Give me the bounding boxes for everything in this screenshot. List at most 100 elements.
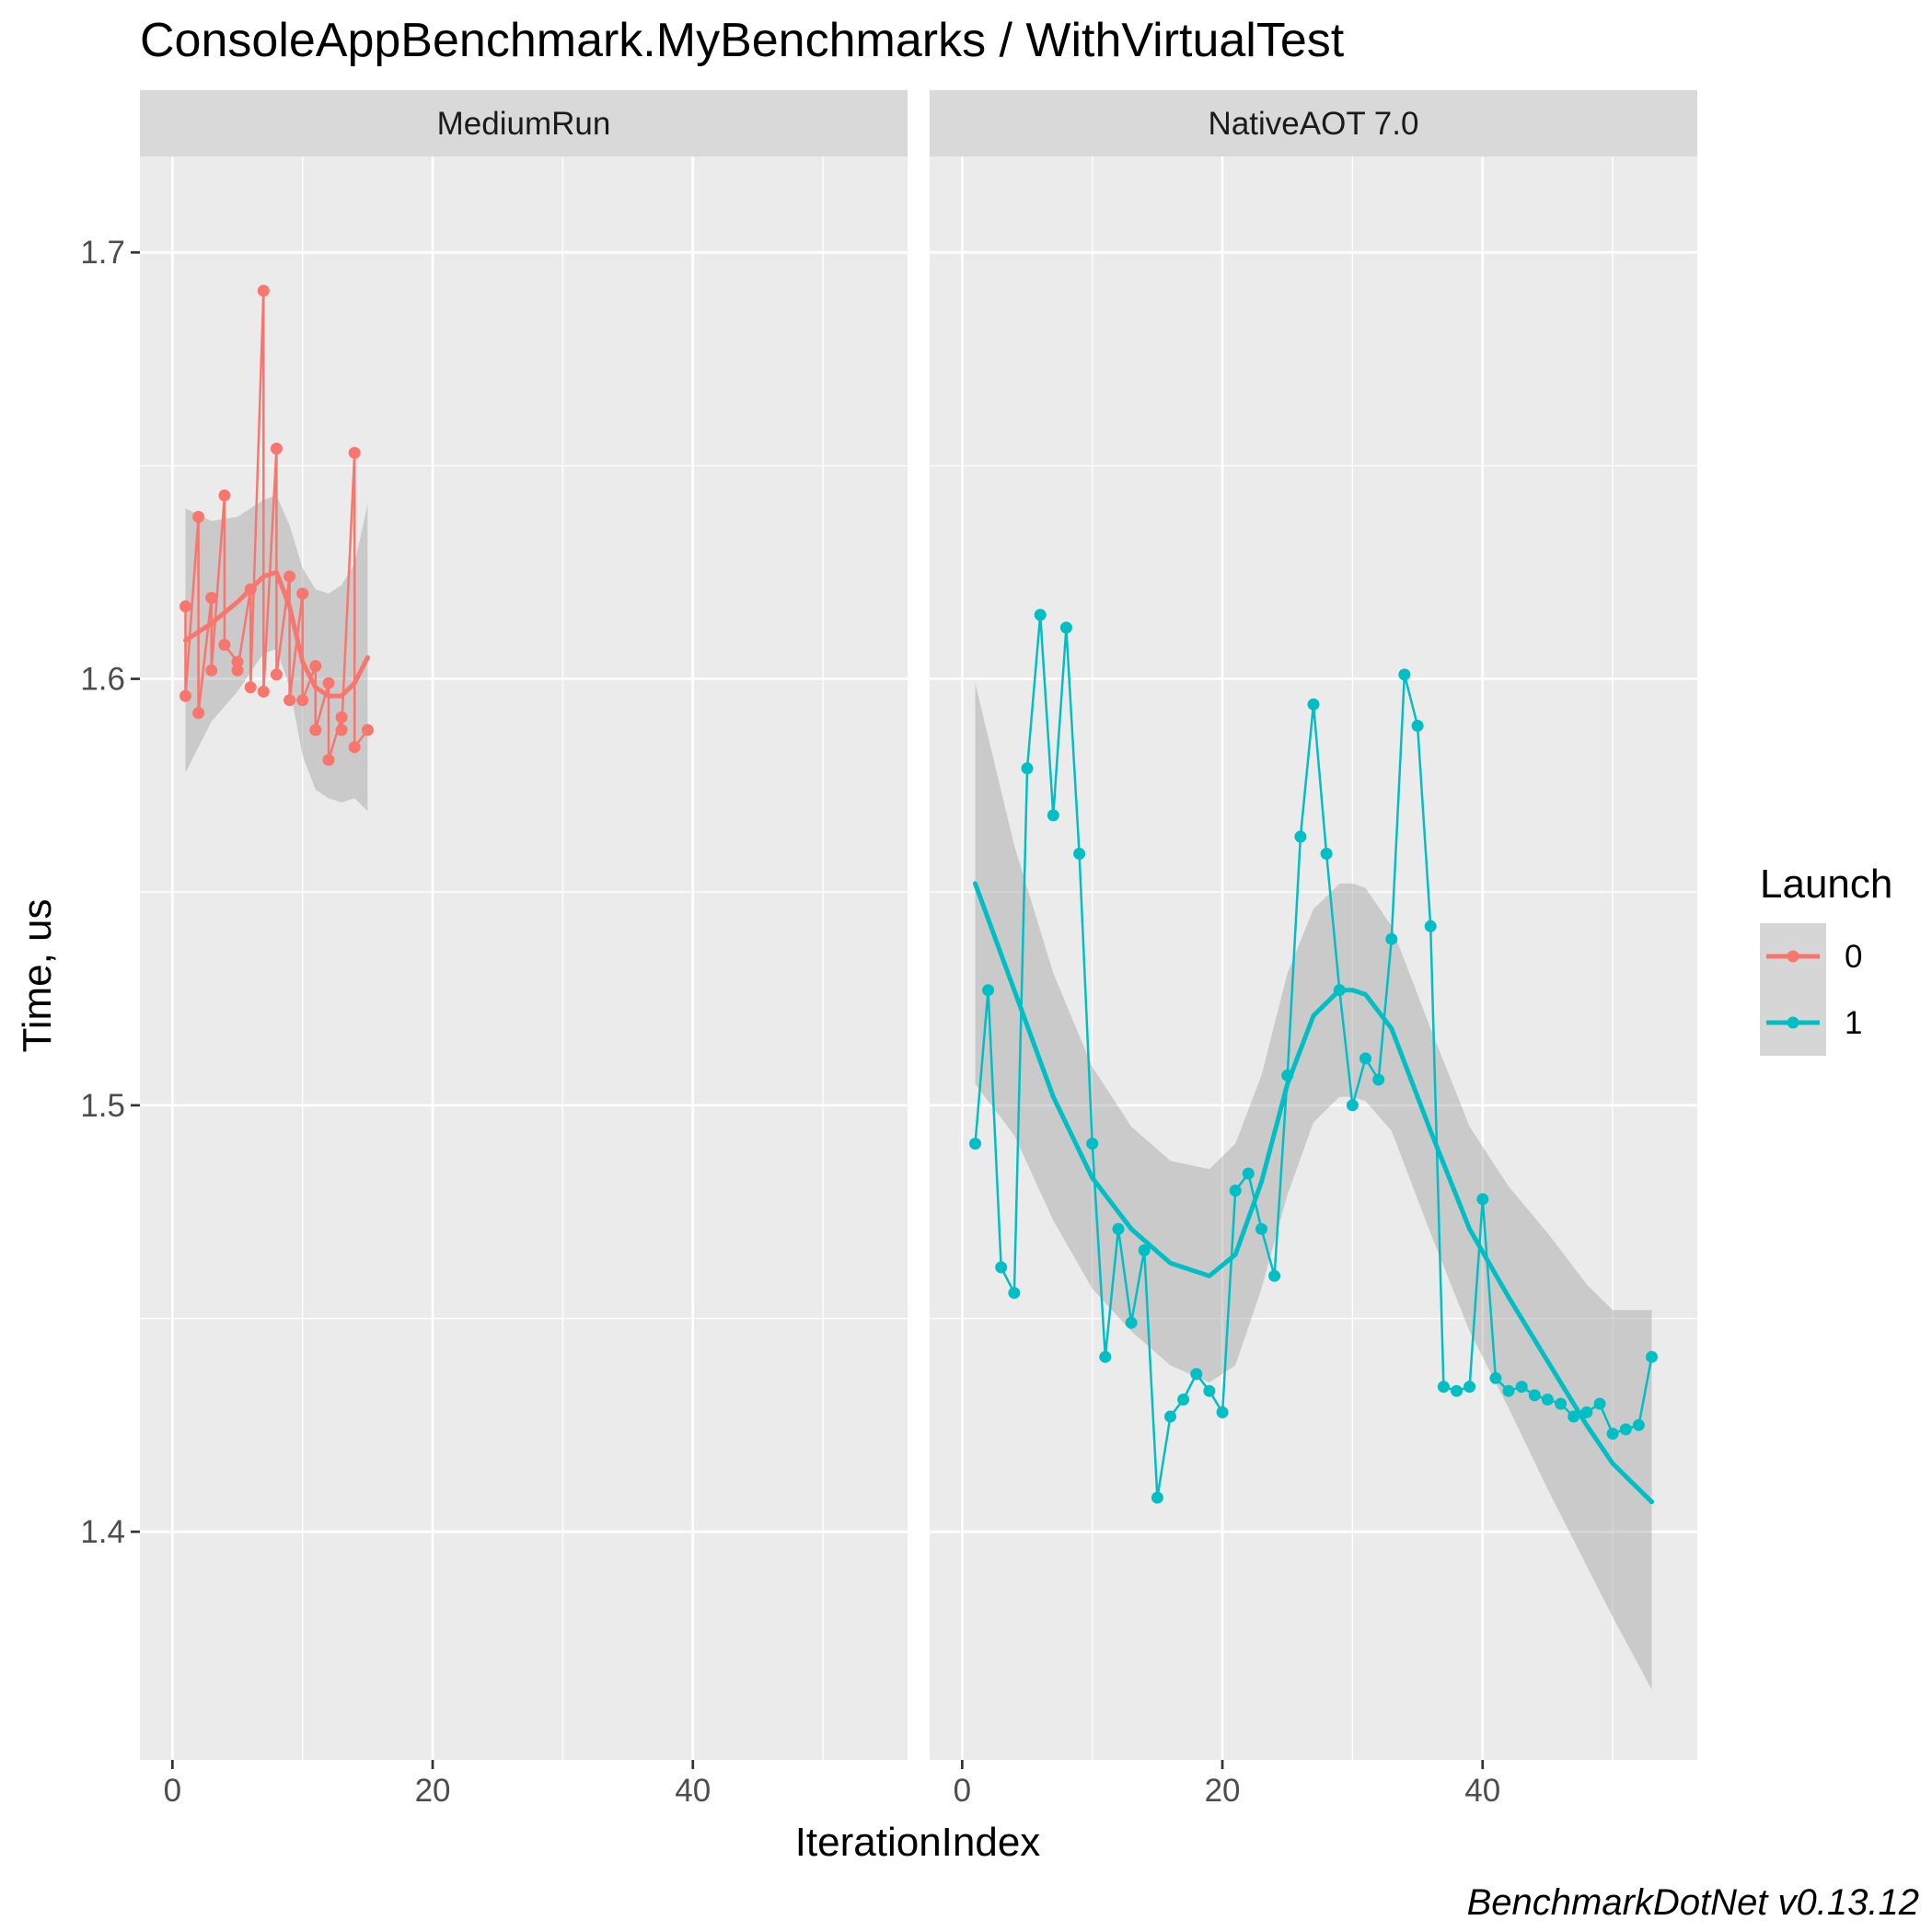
data-point xyxy=(1515,1381,1528,1394)
legend: Launch 01 xyxy=(1760,862,1892,1056)
data-point xyxy=(969,1138,981,1150)
data-point xyxy=(1294,830,1307,843)
data-point xyxy=(1177,1394,1190,1406)
data-point xyxy=(179,600,191,613)
data-point xyxy=(1008,1287,1021,1300)
data-point xyxy=(322,754,335,767)
data-point xyxy=(218,489,231,502)
data-point xyxy=(1528,1389,1541,1402)
data-point xyxy=(231,655,244,668)
data-point xyxy=(1164,1410,1176,1423)
legend-label: 0 xyxy=(1845,939,1862,975)
x-tick-label: 20 xyxy=(1205,1773,1241,1809)
x-tick-label: 20 xyxy=(415,1773,451,1809)
data-point xyxy=(205,592,218,604)
facet-strip-label: NativeAOT 7.0 xyxy=(1209,106,1419,142)
smooth-line xyxy=(973,881,1654,1505)
facet-strip xyxy=(930,90,1697,156)
data-point xyxy=(309,723,322,736)
series-1 xyxy=(969,608,1658,1690)
data-point xyxy=(1632,1418,1645,1431)
data-point xyxy=(1216,1406,1229,1418)
confidence-ribbon xyxy=(975,683,1652,1690)
data-point xyxy=(1580,1406,1593,1418)
data-point xyxy=(348,446,361,459)
legend-key-0: 0 xyxy=(1760,923,1862,989)
smooth-line xyxy=(183,570,370,699)
data-point xyxy=(1385,932,1398,945)
data-point xyxy=(1424,920,1437,932)
data-point xyxy=(1541,1394,1554,1406)
x-tick-label: 0 xyxy=(954,1773,971,1809)
data-point xyxy=(1242,1167,1255,1180)
data-point xyxy=(1099,1350,1112,1363)
data-point xyxy=(1268,1269,1281,1282)
data-point xyxy=(1398,668,1411,681)
data-point xyxy=(1320,848,1333,860)
data-point xyxy=(1489,1371,1502,1384)
y-tick-label: 1.6 xyxy=(80,662,125,698)
data-point xyxy=(218,639,231,651)
y-axis-title: Time, us xyxy=(15,898,60,1052)
data-point xyxy=(1255,1222,1267,1235)
legend-key-point xyxy=(1787,950,1799,963)
data-point xyxy=(179,689,191,702)
data-point xyxy=(1646,1350,1658,1363)
data-point xyxy=(1151,1491,1163,1504)
facet-panel-1: MediumRun 0 20 40 1.4 1.5 1.6 1.7 xyxy=(80,90,908,1809)
data-point xyxy=(1125,1316,1138,1329)
data-point xyxy=(1411,720,1424,732)
data-point xyxy=(1138,1244,1151,1256)
data-point xyxy=(1451,1384,1463,1397)
data-point xyxy=(361,723,374,736)
data-point xyxy=(1059,621,1072,634)
legend-keys: 01 xyxy=(1760,923,1862,1056)
data-point xyxy=(257,685,270,698)
legend-key-1: 1 xyxy=(1760,989,1862,1056)
data-point xyxy=(1112,1222,1125,1235)
legend-title: Launch xyxy=(1760,862,1892,907)
data-point xyxy=(1502,1384,1515,1397)
data-point xyxy=(1593,1397,1606,1410)
data-point xyxy=(1619,1423,1632,1436)
data-point xyxy=(296,587,309,600)
data-point xyxy=(192,511,205,523)
data-point xyxy=(1034,608,1047,621)
facet-strip-label: MediumRun xyxy=(437,106,611,142)
y-tick-label: 1.5 xyxy=(80,1088,125,1124)
facet-panels: MediumRun 0 20 40 1.4 1.5 1.6 1.7 NativeAOT 7.0 0… xyxy=(80,90,1697,1809)
data-point xyxy=(1073,848,1086,860)
data-point xyxy=(982,984,995,997)
x-tick-label: 0 xyxy=(164,1773,181,1809)
data-point xyxy=(335,711,348,723)
data-point xyxy=(348,741,361,754)
facet-strip xyxy=(140,90,908,156)
y-tick-label: 1.7 xyxy=(80,235,125,271)
facet-panel-2: NativeAOT 7.0 0 20 40 xyxy=(930,90,1697,1809)
data-point xyxy=(283,694,296,707)
legend-label: 1 xyxy=(1845,1005,1862,1041)
data-point xyxy=(1568,1410,1580,1423)
data-point xyxy=(231,664,244,677)
x-axis-title: IterationIndex xyxy=(795,1820,1041,1865)
data-point xyxy=(1021,762,1034,775)
confidence-ribbon xyxy=(185,495,368,812)
data-point xyxy=(1476,1193,1489,1206)
data-point xyxy=(1307,698,1320,711)
data-point xyxy=(335,723,348,736)
panel-background xyxy=(140,156,908,1760)
data-point xyxy=(1346,1099,1359,1112)
y-tick-label: 1.4 xyxy=(80,1514,125,1550)
data-point xyxy=(244,681,257,694)
panel-background xyxy=(930,156,1697,1760)
data-point xyxy=(270,668,283,681)
data-point xyxy=(1086,1138,1099,1150)
data-point xyxy=(1047,809,1059,822)
data-point xyxy=(1437,1381,1450,1394)
data-point xyxy=(1229,1185,1242,1197)
data-point xyxy=(1463,1381,1476,1394)
x-tick-label: 40 xyxy=(1464,1773,1500,1809)
data-point xyxy=(1555,1397,1568,1410)
data-point xyxy=(296,694,309,707)
